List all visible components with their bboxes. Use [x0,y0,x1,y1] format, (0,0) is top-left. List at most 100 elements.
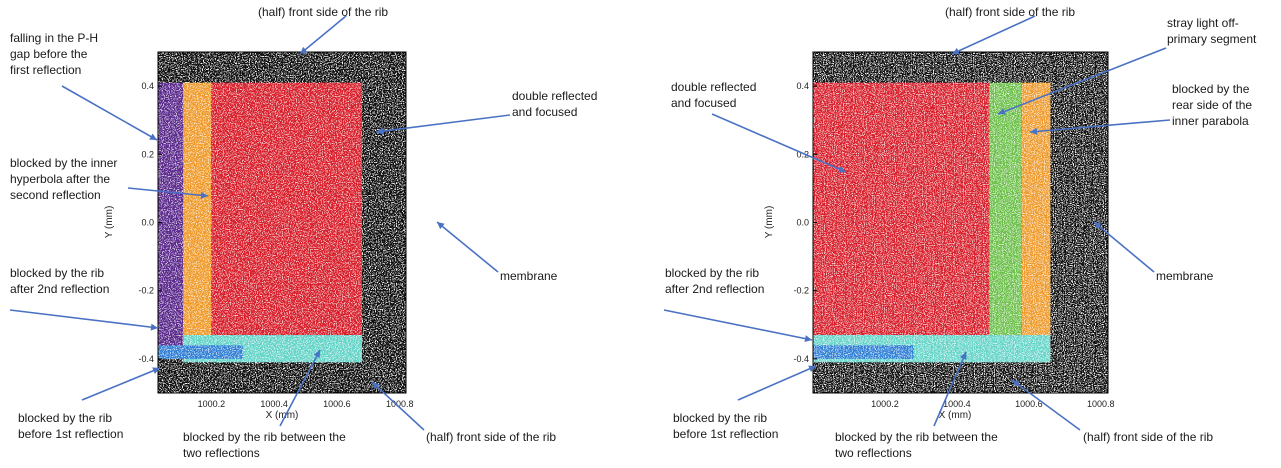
region-double_reflected [813,82,990,336]
x-tick-label: 1000.8 [386,399,414,409]
annotation-arrowhead [149,133,157,140]
annotation: (half) front side of the rib [371,381,556,444]
annotation-arrowhead [952,47,960,55]
region-rib_after_2nd [813,345,914,359]
annotation-arrow [371,381,425,431]
annotation-text: (half) front side of the rib [945,5,1075,19]
annotation-line: hyperbola after the [10,172,110,186]
y-tick-label: -0.4 [138,354,154,364]
annotation: (half) front side of the rib [258,5,388,55]
annotation-text: (half) front side of the rib [1083,430,1213,444]
annotation: blocked by the rib between the two reflec… [183,349,346,460]
annotation-line: (half) front side of the rib [426,430,556,444]
annotation-text: falling in the P-H gap before the first re… [10,31,98,77]
x-tick-label: 1000.2 [871,399,899,409]
annotation-text: blocked by the inner hyperbola after the s… [10,156,117,202]
annotation-arrow [1029,119,1171,133]
annotation: (half) front side of the rib [1011,379,1213,444]
y-tick-label: -0.4 [793,354,809,364]
annotation-line: stray light off- [1167,16,1239,30]
annotation-text: double reflected and focused [512,89,597,119]
annotation: blocked by the rib after 2nd reflection [663,266,813,343]
region-rib_after_2nd-speckle [813,345,914,359]
annotation-line: after 2nd reflection [10,282,109,296]
annotation-arrow [1093,221,1155,273]
annotation-arrow [997,47,1167,115]
annotation-line: rear side of the [1172,98,1252,112]
annotation-line: two reflections [835,446,912,460]
annotation-arrow [737,365,817,401]
annotation-arrowhead [313,350,320,358]
annotation-line: blocked by the rib [673,411,767,425]
annotation-arrowhead [1012,380,1020,387]
annotation: double reflected and focused [671,80,847,173]
annotation-line: gap before the [10,47,88,61]
annotation-text: blocked by the rib between the two reflec… [835,430,998,460]
annotation-arrowhead [804,335,812,343]
annotation-line: blocked by the rib [18,411,112,425]
annotation-arrowhead [808,365,816,373]
region-rear_parabola [1021,82,1051,363]
annotation-text: blocked by the rear side of the inner para… [1172,82,1252,128]
annotation-arrow [663,309,813,341]
annotation-arrow [9,309,159,329]
annotation-arrow [711,113,847,173]
annotation-arrowhead [838,166,846,173]
annotation-line: blocked by the rib between the [835,430,998,444]
x-tick-label: 1000.8 [1087,399,1115,409]
annotation: membrane [436,221,558,283]
annotation-line: falling in the P-H [10,31,98,45]
annotation-line: membrane [500,269,558,283]
annotation-text: (half) front side of the rib [258,5,388,19]
annotation-arrowhead [1094,222,1102,230]
annotation-line: (half) front side of the rib [945,5,1075,19]
annotation-text: (half) front side of the rib [426,430,556,444]
annotation-line: before 1st reflection [18,427,123,441]
annotation-text: blocked by the rib after 2nd reflection [10,266,109,296]
annotation-arrowhead [300,46,308,54]
x-tick-label: 1000.4 [943,399,971,409]
y-tick-label: -0.2 [138,286,154,296]
x-tick-label: 1000.2 [198,399,226,409]
annotation-line: primary segment [1167,32,1257,46]
annotation-arrowhead [998,108,1006,115]
annotation-arrow [299,15,347,55]
annotation: blocked by the rib before 1st reflection [18,367,161,441]
annotation-arrowhead [150,323,158,331]
annotation-line: blocked by the [1172,82,1250,96]
y-tick-label: 0.0 [796,218,809,228]
annotation-line: two reflections [183,446,260,460]
annotation-line: (half) front side of the rib [1083,430,1213,444]
annotation-arrow [127,187,209,197]
annotation-text: blocked by the rib before 1st reflection [18,411,123,441]
annotation-line: inner parabola [1172,114,1249,128]
y-axis-label: Y (mm) [104,206,115,239]
region-layer [158,52,406,393]
region-stray-speckle [989,82,1022,336]
annotation: blocked by the rib before 1st reflection [673,365,817,441]
region-layer [813,52,1108,393]
annotation: double reflected and focused [375,89,597,135]
annotation-arrow [375,114,511,133]
annotation-line: double reflected [671,80,756,94]
annotation-line: first reflection [10,63,81,77]
annotation: falling in the P-H gap before the first re… [10,31,158,141]
annotation-arrowhead [200,191,208,199]
annotation-line: double reflected [512,89,597,103]
annotation-line: membrane [1156,269,1214,283]
x-tick-label: 1000.6 [1015,399,1043,409]
region-gap-speckle [158,82,184,353]
y-tick-label: 0.2 [141,149,154,159]
annotation: stray light off-primary segment [997,16,1257,115]
y-axis-label: Y (mm) [764,206,775,239]
x-tick-label: 1000.6 [323,399,351,409]
annotation-line: blocked by the rib [10,266,104,280]
y-tick-label: -0.2 [793,286,809,296]
y-tick-label: 0.4 [141,81,154,91]
annotation: (half) front side of the rib [945,5,1075,55]
region-rib_after_2nd [158,345,243,359]
annotation-arrowhead [376,127,384,135]
annotation-text: stray light off-primary segment [1167,16,1257,46]
annotation-arrow [61,85,158,141]
